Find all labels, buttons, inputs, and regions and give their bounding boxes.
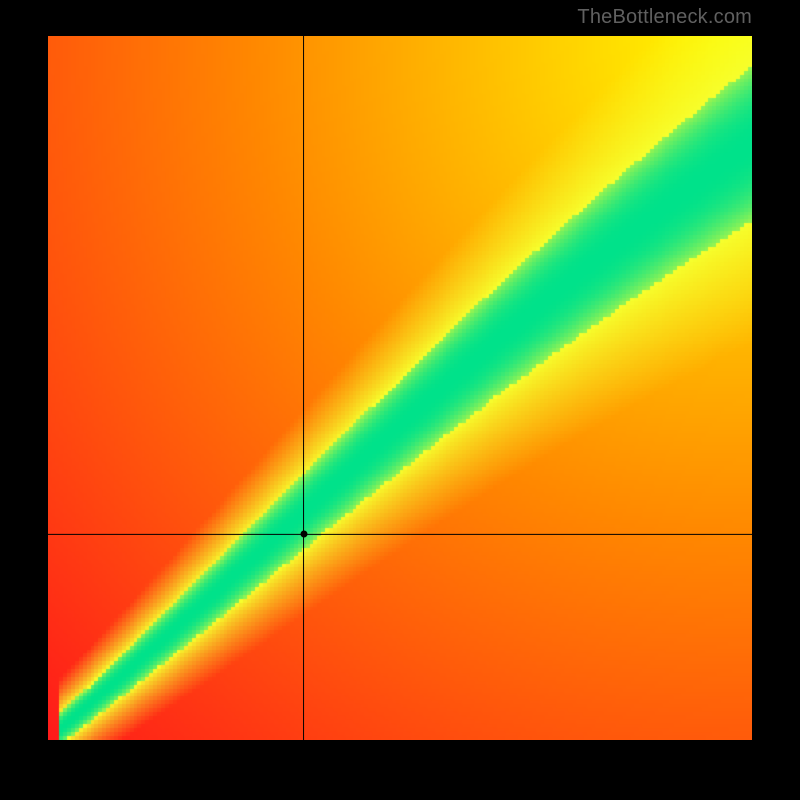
bottleneck-heatmap — [48, 36, 752, 740]
watermark-text: TheBottleneck.com — [577, 6, 752, 29]
